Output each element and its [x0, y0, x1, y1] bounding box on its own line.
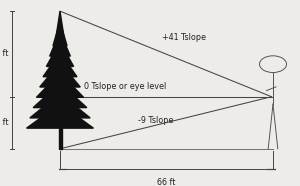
Text: -9 Tslope: -9 Tslope [138, 116, 173, 125]
Text: +41 Tslope: +41 Tslope [162, 33, 206, 42]
Polygon shape [30, 94, 90, 118]
Polygon shape [33, 83, 87, 108]
Text: 9 ft: 9 ft [0, 118, 8, 127]
Polygon shape [56, 11, 64, 36]
Polygon shape [40, 63, 80, 87]
Polygon shape [27, 104, 94, 128]
Text: 0 Tslope or eye level: 0 Tslope or eye level [84, 82, 166, 91]
Text: 41 ft: 41 ft [0, 49, 8, 58]
Polygon shape [37, 73, 84, 97]
Text: 66 ft: 66 ft [157, 178, 176, 186]
Polygon shape [50, 32, 70, 56]
Bar [58, 128, 61, 149]
Polygon shape [53, 21, 67, 46]
Polygon shape [46, 42, 74, 66]
Polygon shape [43, 52, 77, 77]
